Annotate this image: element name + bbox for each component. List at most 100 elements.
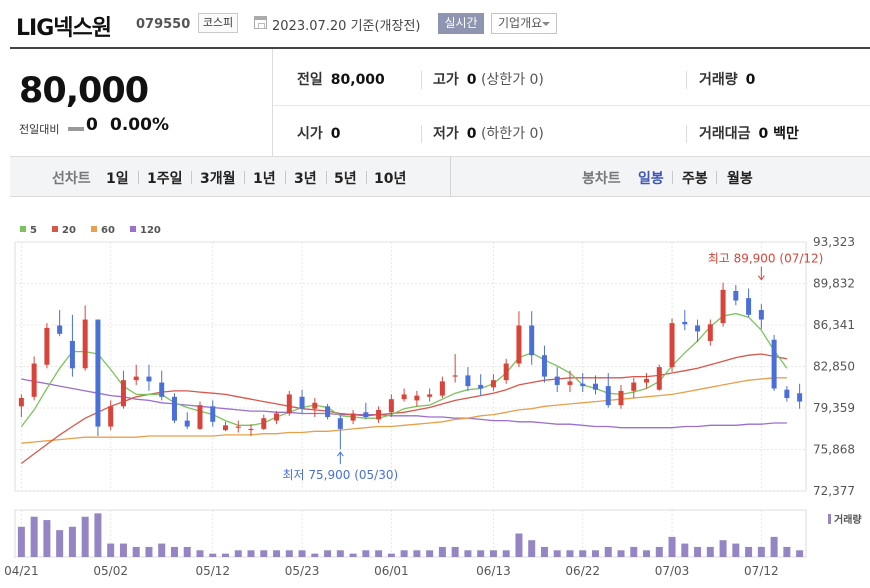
volume-bar [81,516,89,557]
volume-bar [579,550,587,557]
candle-down [758,310,764,320]
company-overview-label: 기업개요 [498,16,543,30]
stock-header: LIG넥스원 079550 코스피 2023.07.20 기준(개장전) 실시간… [0,0,870,48]
flat-change-icon [68,127,84,131]
change-label: 전일대비 [19,123,60,136]
upper-limit: (상한가 0) [480,72,544,88]
tab-line-5y[interactable]: 5년 [334,171,357,187]
candle-down [184,420,190,427]
divider [421,125,422,143]
tab-candle-weekly[interactable]: 주봉 [682,171,708,187]
candle-up [120,380,126,407]
legend-label-ma60: 60 [101,225,115,236]
high-value: 0 [466,72,477,88]
volume-bar [745,546,753,557]
candle-up [133,376,139,381]
arrow-up-icon [336,451,344,457]
volume-bar [630,546,638,557]
candle-down [325,406,331,418]
chart-grid [14,241,807,558]
candle-up [44,327,50,365]
date-axis: 04/21 05/02 05/12 05/23 06/01 06/13 06/22 07/03… [4,564,779,578]
divider [366,171,367,184]
volume-bar [719,540,727,557]
realtime-button[interactable]: 실시간 [438,13,484,34]
legend-swatch [130,226,136,232]
tab-line-1w[interactable]: 1주일 [147,171,183,187]
candle-down [363,412,369,418]
candle-up [82,319,88,369]
candle-down [69,340,75,369]
candle-up [656,367,662,390]
volume-bar [655,546,663,557]
company-overview-dropdown[interactable]: 기업개요 [491,13,557,34]
quote-summary: 80,000 전일대비 0 0.00% 전일 80,000 고가 0 (상한가 0)… [10,47,870,157]
candle-up [631,382,637,391]
legend-swatch [52,226,58,232]
tab-line-3m[interactable]: 3개월 [200,171,236,187]
candle-down [733,291,739,301]
volume-bar [247,550,255,557]
candle-down [605,386,611,406]
volume-bar [311,553,319,557]
divider [672,171,673,184]
ma60-line [21,377,787,444]
high-price: 고가 0 (상한가 0) [433,69,544,89]
volume-bar [222,553,230,557]
tab-line-3y[interactable]: 3년 [294,171,317,187]
amount-label: 거래대금 [699,126,751,142]
volume-value: 0 [745,72,756,88]
y-tick-label: 72,377 [813,484,855,498]
candle-down [554,376,560,385]
legend-swatch [91,226,97,232]
candle-up [286,394,292,414]
candle-down [541,355,547,377]
candle-down [146,376,152,382]
volume-bar [183,546,191,557]
prev-close: 전일 80,000 [297,69,385,89]
volume-bar [617,550,625,557]
tab-candle-daily[interactable]: 일봉 [638,171,664,187]
divider [686,125,687,143]
calendar-icon [254,16,267,29]
chevron-down-icon [542,22,550,26]
candle-down [529,325,535,356]
candle-down [797,393,803,402]
tab-candle-monthly[interactable]: 월봉 [727,171,753,187]
volume-bar [757,546,765,557]
volume-bar [119,543,127,557]
candle-down [57,325,63,334]
x-tick-label: 06/22 [565,564,600,578]
change-rate: 0.00% [110,115,169,135]
legend-label-ma5: 5 [30,225,37,236]
candle-up [248,428,254,431]
volume-bar [770,536,778,557]
volume-bar [400,550,408,557]
tab-line-10y[interactable]: 10년 [374,171,407,187]
divider [244,171,245,184]
candle-down [478,384,484,389]
volume-bar [438,546,446,557]
y-tick-label: 79,359 [813,401,855,415]
trade-amount: 거래대금 0 백만 [699,123,799,143]
candle-down [746,298,752,315]
tab-line-1y[interactable]: 1년 [253,171,276,187]
y-tick-label: 75,868 [813,443,855,457]
tab-line-1d[interactable]: 1일 [106,171,129,187]
quote-info-grid: 전일 80,000 고가 0 (상한가 0) 거래량 0 시가 0 저가 0 (하한가 0… [273,49,870,157]
volume-bar [502,550,510,557]
candle-up [235,426,241,428]
open-value: 0 [330,126,341,142]
candlestick-chart[interactable]: 5 20 60 120 최고 89,900 (07/12) 최저 75,900 (05/… [0,205,870,588]
lower-limit: (하한가 0) [480,126,544,142]
volume-bar [209,553,217,557]
x-tick-label: 06/01 [374,564,409,578]
x-tick-label: 05/23 [285,564,320,578]
candle-down [465,375,471,387]
prev-close-label: 전일 [297,72,323,88]
low-price: 저가 0 (하한가 0) [433,123,544,143]
max-price-annotation: 최고 89,900 (07/12) [708,252,824,266]
volume-bar [413,550,421,557]
volume-bar [553,550,561,557]
volume-bar [375,550,383,557]
